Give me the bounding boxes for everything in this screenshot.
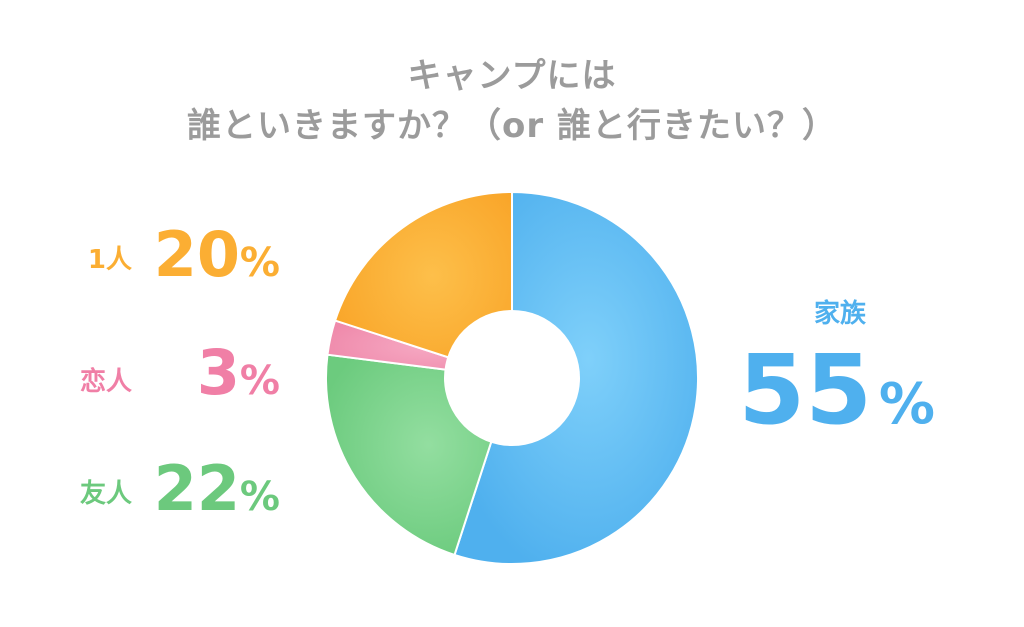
label-unit-family: % bbox=[879, 372, 935, 437]
label-name-friends: 友人 bbox=[80, 479, 132, 509]
label-name-family: 家族 bbox=[814, 298, 867, 329]
label-value-solo: 20 bbox=[154, 218, 240, 291]
label-unit-friends: % bbox=[240, 474, 280, 520]
donut-hole bbox=[444, 310, 580, 446]
label-name-solo: 1人 bbox=[88, 245, 132, 275]
label-name-partner: 恋人 bbox=[80, 366, 132, 397]
label-value-partner: 3 bbox=[197, 336, 240, 409]
label-unit-solo: % bbox=[240, 240, 280, 286]
label-value-friends: 22 bbox=[154, 452, 240, 525]
chart-title-line-2: 誰といきますか？（or 誰と行きたい？） bbox=[187, 106, 837, 146]
chart-title-line-1: キャンプには bbox=[407, 56, 617, 96]
label-value-family: 55 bbox=[738, 334, 872, 446]
label-unit-partner: % bbox=[240, 358, 280, 404]
